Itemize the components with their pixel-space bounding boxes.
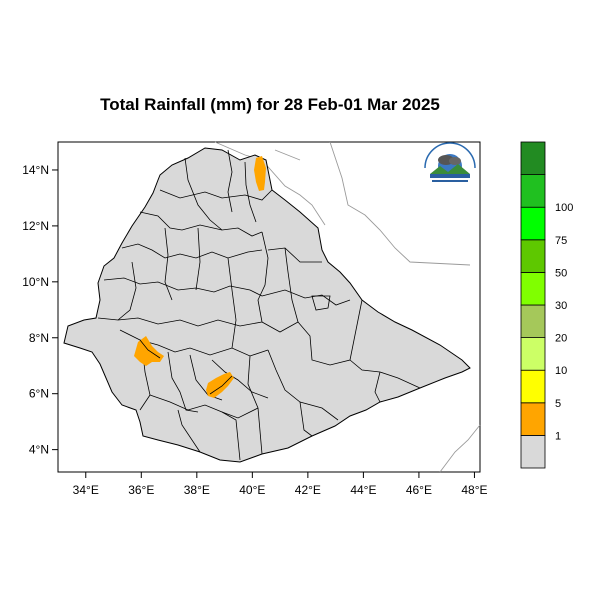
legend-label: 5	[555, 398, 561, 410]
y-tick-label: 10°N	[22, 275, 49, 289]
legend-label: 100	[555, 202, 573, 214]
map-title: Total Rainfall (mm) for 28 Feb-01 Mar 20…	[100, 95, 440, 114]
legend-swatch	[520, 239, 546, 273]
legend-label: 50	[555, 267, 567, 279]
map-content	[63, 141, 481, 473]
y-axis: 4°N 6°N 8°N 10°N 12°N 14°N	[22, 163, 58, 457]
legend-swatch	[520, 434, 546, 469]
x-tick-label: 40°E	[239, 483, 265, 497]
legend-label: 75	[555, 235, 567, 247]
admin-boundaries	[97, 149, 421, 461]
legend-swatch	[520, 206, 546, 241]
legend-swatch	[520, 369, 546, 404]
y-tick-label: 8°N	[29, 331, 49, 345]
legend-swatch	[520, 304, 546, 338]
legend-label: 1	[555, 430, 561, 442]
x-axis: 34°E 36°E 38°E 40°E 42°E 44°E 46°E 48°E	[73, 472, 488, 497]
rainfall-legend: 1 5 10 20 30 50 75 100	[520, 141, 573, 469]
rain-area-south-sidama	[206, 372, 234, 398]
legend-swatch	[520, 141, 546, 175]
x-tick-label: 36°E	[128, 483, 154, 497]
y-tick-label: 4°N	[29, 443, 49, 457]
ethiopian-meteorology-institute-logo	[421, 142, 479, 191]
rain-area-northeast-tigray	[254, 156, 266, 191]
neighbor-border-sudan	[274, 149, 301, 161]
x-tick-label: 46°E	[406, 483, 432, 497]
legend-label: 10	[555, 365, 567, 377]
x-tick-label: 42°E	[295, 483, 321, 497]
y-tick-label: 14°N	[22, 163, 49, 177]
x-tick-label: 48°E	[461, 483, 487, 497]
x-tick-label: 44°E	[350, 483, 376, 497]
legend-swatch	[520, 271, 546, 306]
legend-label: 20	[555, 333, 567, 345]
legend-swatch	[520, 402, 546, 436]
y-tick-label: 12°N	[22, 219, 49, 233]
neighbor-border-somalia	[439, 424, 481, 473]
legend-label: 30	[555, 300, 567, 312]
legend-swatch	[520, 337, 546, 371]
ethiopia-outline	[63, 147, 471, 463]
x-tick-label: 34°E	[73, 483, 99, 497]
legend-swatch	[520, 174, 546, 208]
neighbor-border-eritrea	[214, 141, 326, 226]
x-tick-label: 38°E	[184, 483, 210, 497]
y-tick-label: 6°N	[29, 387, 49, 401]
neighbor-border-red-sea-coast	[329, 141, 471, 266]
